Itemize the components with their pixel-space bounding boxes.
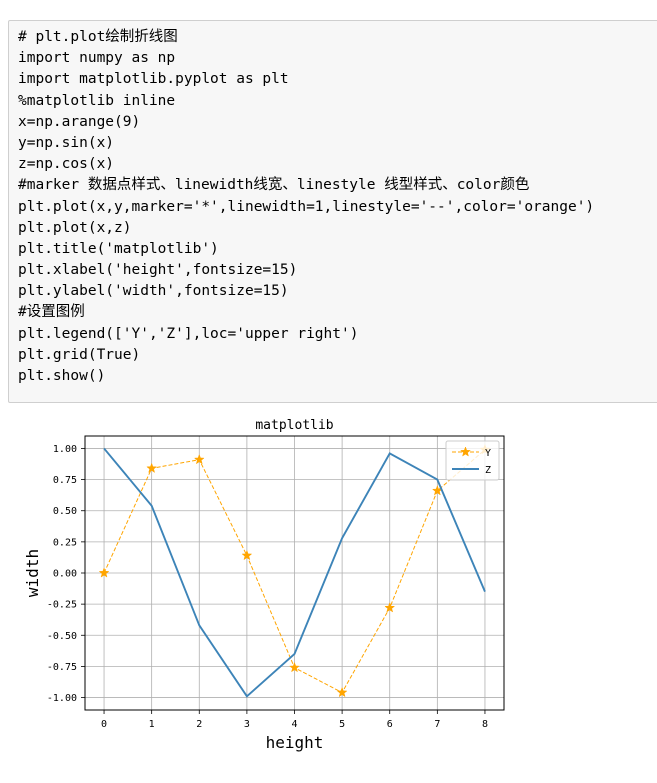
line-chart: 0 1 2 3 4 5 6 7 8 1.00 0.75 0.50 0.25 0.00 -0.25 -0.50 -… xyxy=(23,418,505,752)
code-line: x=np.arange(9) xyxy=(18,113,141,130)
y-axis-label: width xyxy=(23,549,42,597)
y-tick-label: 0.25 xyxy=(53,537,77,548)
x-tick-label: 4 xyxy=(291,719,297,730)
x-axis-label: height xyxy=(266,733,324,752)
code-line: #设置图例 xyxy=(18,304,85,321)
y-tick-label: -0.25 xyxy=(47,600,77,611)
data-point-Y xyxy=(384,602,396,613)
code-line: plt.grid(True) xyxy=(18,346,141,363)
x-tick-label: 0 xyxy=(101,719,107,730)
code-editor[interactable]: # plt.plot绘制折线图 import numpy as np import … xyxy=(18,27,594,387)
y-tick-label: 0.75 xyxy=(53,475,77,486)
x-tick-label: 2 xyxy=(196,719,202,730)
code-line: #marker 数据点样式、linewidth线宽、linestyle 线型样式… xyxy=(18,177,530,194)
plot-output: 0 1 2 3 4 5 6 7 8 1.00 0.75 0.50 0.25 0.00 -0.25 -0.50 -… xyxy=(0,408,657,778)
series-line-Z xyxy=(103,447,486,698)
x-tick-label: 5 xyxy=(339,719,345,730)
y-tick-label: -1.00 xyxy=(47,693,77,704)
code-line: plt.show() xyxy=(18,368,106,384)
code-line: import matplotlib.pyplot as plt xyxy=(18,71,289,88)
legend-label-Y: Y xyxy=(485,448,491,459)
data-point-Y xyxy=(241,549,253,561)
code-line: plt.xlabel('height',fontsize=15) xyxy=(18,262,298,279)
y-tick-label: 1.00 xyxy=(53,444,77,455)
chart-title: matplotlib xyxy=(255,418,333,433)
y-tick-label: 0.50 xyxy=(53,506,77,517)
data-point-Y xyxy=(98,567,110,578)
data-point-Y xyxy=(146,462,158,474)
code-line: plt.plot(x,y,marker='*',linewidth=1,line… xyxy=(18,198,595,215)
y-tick-label: -0.75 xyxy=(47,662,77,673)
x-tick-label: 3 xyxy=(244,719,250,730)
y-tick-label: -0.50 xyxy=(47,631,77,642)
code-line: plt.legend(['Y','Z'],loc='upper right') xyxy=(18,325,359,342)
code-line: plt.title('matplotlib') xyxy=(18,240,219,257)
code-line: z=np.cos(x) xyxy=(18,156,115,173)
x-tick-label: 1 xyxy=(149,719,155,730)
code-line: %matplotlib inline xyxy=(18,92,176,109)
x-tick-label: 8 xyxy=(482,719,488,730)
code-line: import numpy as np xyxy=(18,50,176,67)
x-tick-label: 6 xyxy=(387,719,393,730)
code-line: # plt.plot绘制折线图 xyxy=(18,29,178,45)
chart-legend: YZ xyxy=(445,440,500,481)
legend-label-Z: Z xyxy=(485,465,491,476)
legend-marker-Y xyxy=(460,446,471,457)
code-line: plt.plot(x,z) xyxy=(18,219,132,236)
code-cell[interactable]: # plt.plot绘制折线图 import numpy as np import … xyxy=(8,20,657,403)
data-point-Y xyxy=(289,661,300,673)
y-tick-label: 0.00 xyxy=(53,569,77,580)
code-line: y=np.sin(x) xyxy=(18,134,115,151)
data-point-Y xyxy=(336,686,348,698)
code-line: plt.ylabel('width',fontsize=15) xyxy=(18,283,289,300)
x-tick-label: 7 xyxy=(434,719,440,730)
data-point-Y xyxy=(193,453,205,465)
